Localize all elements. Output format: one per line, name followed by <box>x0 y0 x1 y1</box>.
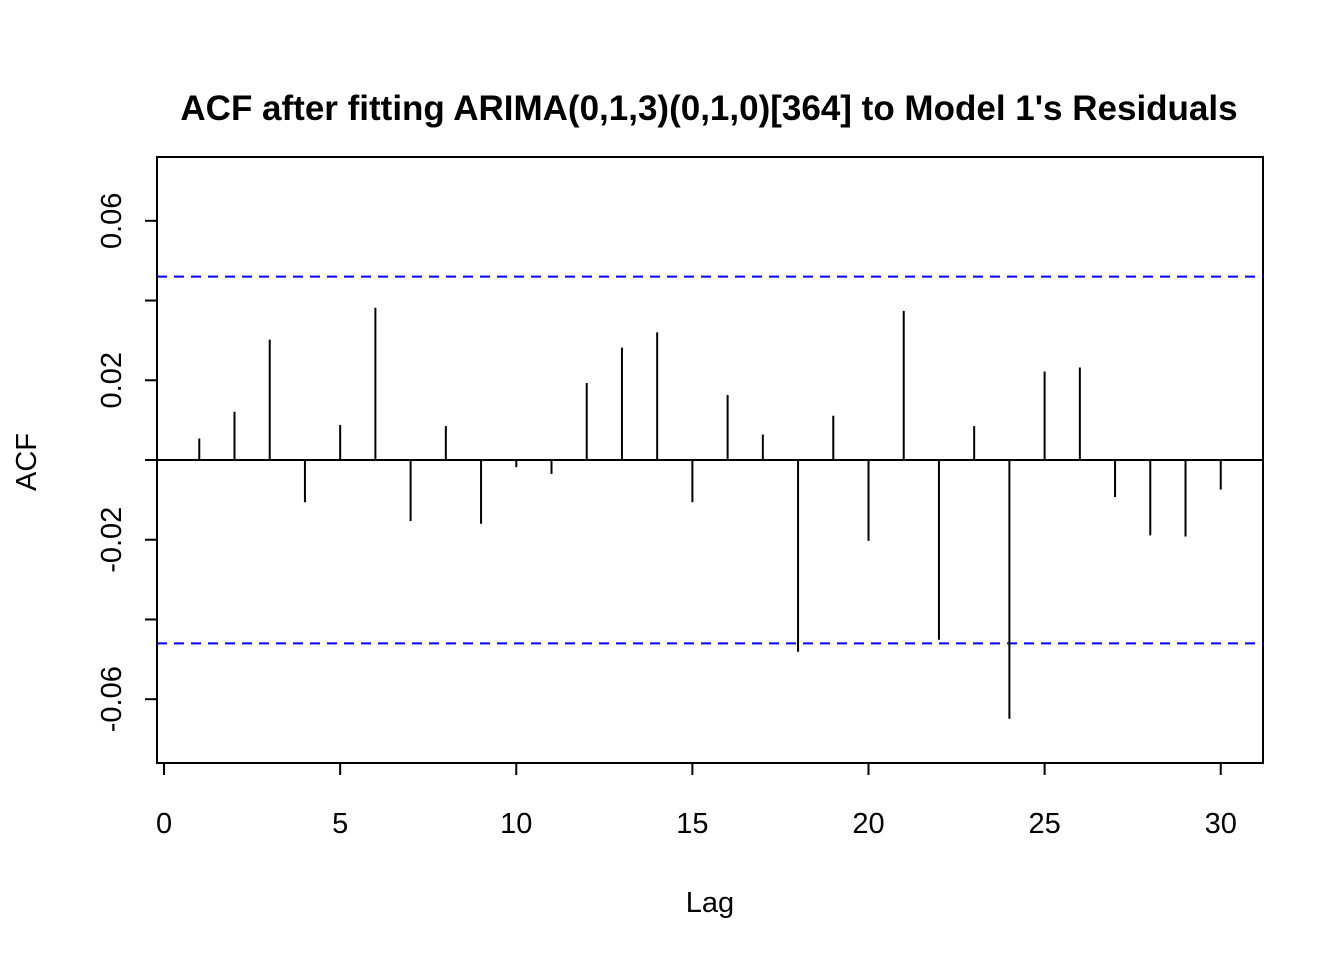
x-tick-label-10: 10 <box>500 808 532 840</box>
y-axis-label: ACF <box>11 433 43 491</box>
x-tick-label-5: 5 <box>332 808 348 840</box>
y-axis: -0.06 -0.02 0.02 0.06 <box>96 193 158 732</box>
y-tick-label--0.06: -0.06 <box>96 666 128 732</box>
y-tick-label-0.02: 0.02 <box>96 352 128 408</box>
x-axis: 0 5 10 15 20 25 30 <box>156 762 1237 840</box>
y-tick-label-0.06: 0.06 <box>96 193 128 249</box>
y-tick-label--0.02: -0.02 <box>96 507 128 573</box>
x-axis-label: Lag <box>686 887 734 919</box>
x-tick-label-25: 25 <box>1028 808 1060 840</box>
confidence-bounds <box>157 275 1263 645</box>
chart-title: ACF after fitting ARIMA(0,1,3)(0,1,0)[36… <box>180 89 1237 128</box>
acf-bars <box>198 307 1222 719</box>
x-tick-label-0: 0 <box>156 808 172 840</box>
x-tick-label-15: 15 <box>676 808 708 840</box>
x-tick-label-30: 30 <box>1205 808 1237 840</box>
x-tick-label-20: 20 <box>852 808 884 840</box>
